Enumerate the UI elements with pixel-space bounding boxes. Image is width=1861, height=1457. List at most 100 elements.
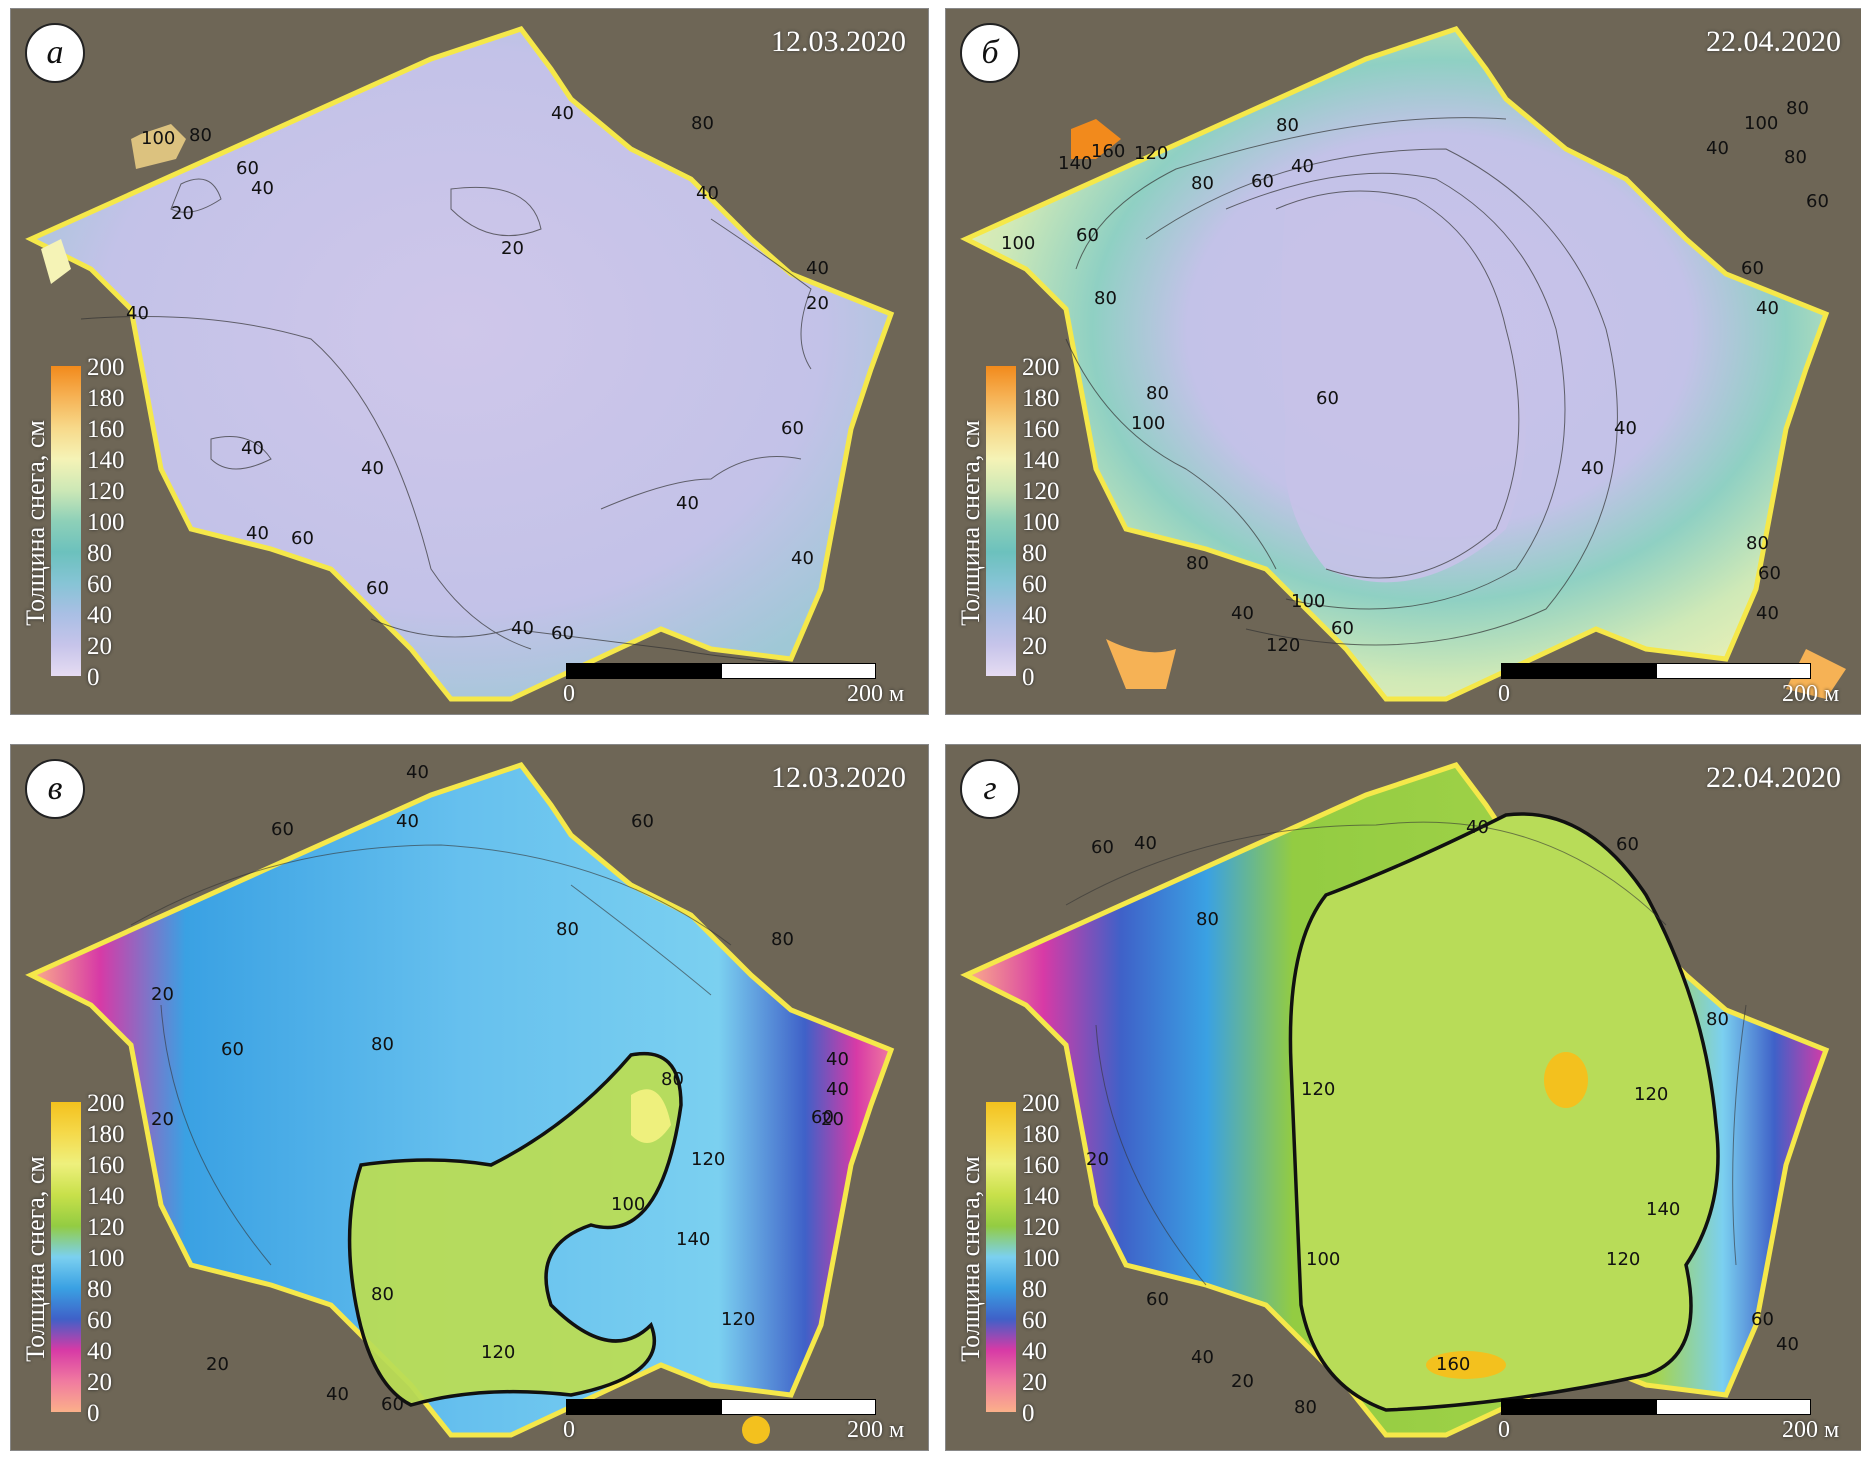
legend: Толщина снега, см 0 20 40 60 80 100 120 140 160 1… bbox=[954, 355, 1094, 700]
contour-label: 20 bbox=[171, 203, 194, 224]
legend-tick: 40 bbox=[87, 602, 112, 629]
scale-bar bbox=[1501, 1399, 1811, 1415]
contour-label: 40 bbox=[1706, 138, 1729, 159]
snow-patch bbox=[41, 239, 71, 284]
contour-label: 60 bbox=[1146, 1289, 1169, 1310]
contour-label: 40 bbox=[1776, 1334, 1799, 1355]
contour-label: 20 bbox=[151, 984, 174, 1005]
contour-label: 20 bbox=[151, 1109, 174, 1130]
contour-label: 120 bbox=[481, 1342, 515, 1363]
legend-tick: 160 bbox=[87, 416, 125, 443]
contour-label: 40 bbox=[806, 258, 829, 279]
contour-label: 60 bbox=[366, 578, 389, 599]
legend-tick: 140 bbox=[87, 1183, 125, 1210]
legend-tick: 20 bbox=[1022, 633, 1047, 660]
contour-label: 40 bbox=[791, 548, 814, 569]
contour-label: 80 bbox=[1146, 383, 1169, 404]
contour-label: 40 bbox=[1581, 458, 1604, 479]
legend-tick: 120 bbox=[87, 1214, 125, 1241]
contour-label: 40 bbox=[1756, 603, 1779, 624]
legend-tick: 60 bbox=[87, 1307, 112, 1334]
legend: Толщина снега, см 0 20 40 60 80 100 120 140 160 1… bbox=[19, 355, 159, 700]
contour-label: 80 bbox=[1784, 147, 1807, 168]
snow-map-a: 100 80 60 40 20 20 40 80 40 40 20 40 40 … bbox=[11, 9, 928, 714]
legend-colorbar bbox=[986, 366, 1016, 676]
contour-label: 60 bbox=[1316, 388, 1339, 409]
contour-label: 80 bbox=[691, 113, 714, 134]
panel-letter: а bbox=[25, 23, 85, 83]
contour-label: 80 bbox=[1294, 1397, 1317, 1418]
contour-label: 40 bbox=[251, 178, 274, 199]
scale-max-label: 200 м bbox=[847, 681, 905, 707]
legend-tick: 100 bbox=[1022, 1245, 1060, 1272]
deep-snow-patch bbox=[1786, 649, 1846, 699]
contour-label: 140 bbox=[1058, 153, 1092, 174]
contour-labels: 60 40 40 60 80 80 120 120 140 120 100 16… bbox=[1086, 817, 1799, 1418]
legend-tick: 100 bbox=[87, 1245, 125, 1272]
contour-label: 60 bbox=[1758, 563, 1781, 584]
contour-label: 60 bbox=[781, 418, 804, 439]
contour-label: 60 bbox=[811, 1107, 834, 1128]
contour-label: 80 bbox=[371, 1284, 394, 1305]
contour-label: 40 bbox=[241, 438, 264, 459]
contour-label: 60 bbox=[1091, 837, 1114, 858]
contour-label: 120 bbox=[691, 1149, 725, 1170]
date-label: 22.04.2020 bbox=[1706, 25, 1841, 58]
contour-label: 80 bbox=[1186, 553, 1209, 574]
map-panel-d: 60 40 40 60 80 80 120 120 140 120 100 16… bbox=[945, 744, 1861, 1451]
legend-tick: 20 bbox=[87, 1369, 112, 1396]
deep-snow-patch bbox=[1071, 119, 1121, 159]
contour-label: 80 bbox=[1196, 909, 1219, 930]
legend-colorbar bbox=[986, 1102, 1016, 1412]
contour-label: 40 bbox=[826, 1049, 849, 1070]
contour-label: 60 bbox=[381, 1394, 404, 1415]
contour-label: 40 bbox=[511, 618, 534, 639]
legend-tick: 80 bbox=[1022, 1276, 1047, 1303]
map-panel-c: 20 40 60 40 60 80 80 80 80 60 40 20 40 6… bbox=[10, 744, 929, 1451]
legend-tick: 0 bbox=[1022, 664, 1035, 691]
date-label: 12.03.2020 bbox=[771, 25, 906, 58]
contour-label: 80 bbox=[1094, 288, 1117, 309]
scale-max-label: 200 м bbox=[1782, 681, 1840, 707]
contour-labels: 140 160 120 80 60 100 80 40 60 80 60 80 … bbox=[1001, 98, 1829, 656]
contour-label: 80 bbox=[1786, 98, 1809, 119]
study-area-boundary bbox=[25, 26, 895, 702]
legend-tick: 200 bbox=[87, 1090, 125, 1117]
legend-tick: 180 bbox=[1022, 385, 1060, 412]
scale-max-label: 200 м bbox=[847, 1417, 905, 1443]
threshold-contour bbox=[347, 1051, 683, 1407]
legend-tick: 160 bbox=[87, 1152, 125, 1179]
contour-label: 40 bbox=[1291, 156, 1314, 177]
contour-label: 120 bbox=[721, 1309, 755, 1330]
contour-label: 60 bbox=[1331, 618, 1354, 639]
contour-label: 40 bbox=[696, 183, 719, 204]
legend-tick: 0 bbox=[87, 664, 100, 691]
scale-max-label: 200 м bbox=[1782, 1417, 1840, 1443]
map-panel-b: 140 160 120 80 60 100 80 40 60 80 60 80 … bbox=[945, 8, 1861, 715]
snow-patch bbox=[1544, 1052, 1588, 1108]
legend-tick: 180 bbox=[87, 385, 125, 412]
panel-letter: г bbox=[960, 759, 1020, 819]
contour-label: 20 bbox=[501, 238, 524, 259]
legend: Толщина снега, см 0 20 40 60 80 100 120 140 160 1… bbox=[954, 1091, 1094, 1436]
contour-label: 60 bbox=[551, 623, 574, 644]
contour-label: 80 bbox=[1706, 1009, 1729, 1030]
contour-label: 100 bbox=[1001, 233, 1035, 254]
contour-label: 20 bbox=[1231, 1371, 1254, 1392]
legend-tick: 180 bbox=[87, 1121, 125, 1148]
contour-lines bbox=[130, 844, 732, 1266]
low-snow-zone bbox=[1281, 195, 1526, 583]
contour-label: 40 bbox=[326, 1384, 349, 1405]
contour-label: 40 bbox=[396, 811, 419, 832]
contour-label: 140 bbox=[1646, 1199, 1680, 1220]
map-panel-a: 100 80 60 40 20 20 40 80 40 40 20 40 40 … bbox=[10, 8, 929, 715]
contour-lines bbox=[1065, 117, 1618, 646]
contour-label: 80 bbox=[771, 929, 794, 950]
threshold-contour bbox=[1288, 812, 1720, 1412]
legend-tick: 120 bbox=[1022, 1214, 1060, 1241]
scale-zero-label: 0 bbox=[563, 681, 575, 707]
legend-tick: 100 bbox=[1022, 509, 1060, 536]
legend-tick: 80 bbox=[1022, 540, 1047, 567]
snow-patch bbox=[742, 1416, 770, 1444]
contour-label: 100 bbox=[1744, 113, 1778, 134]
